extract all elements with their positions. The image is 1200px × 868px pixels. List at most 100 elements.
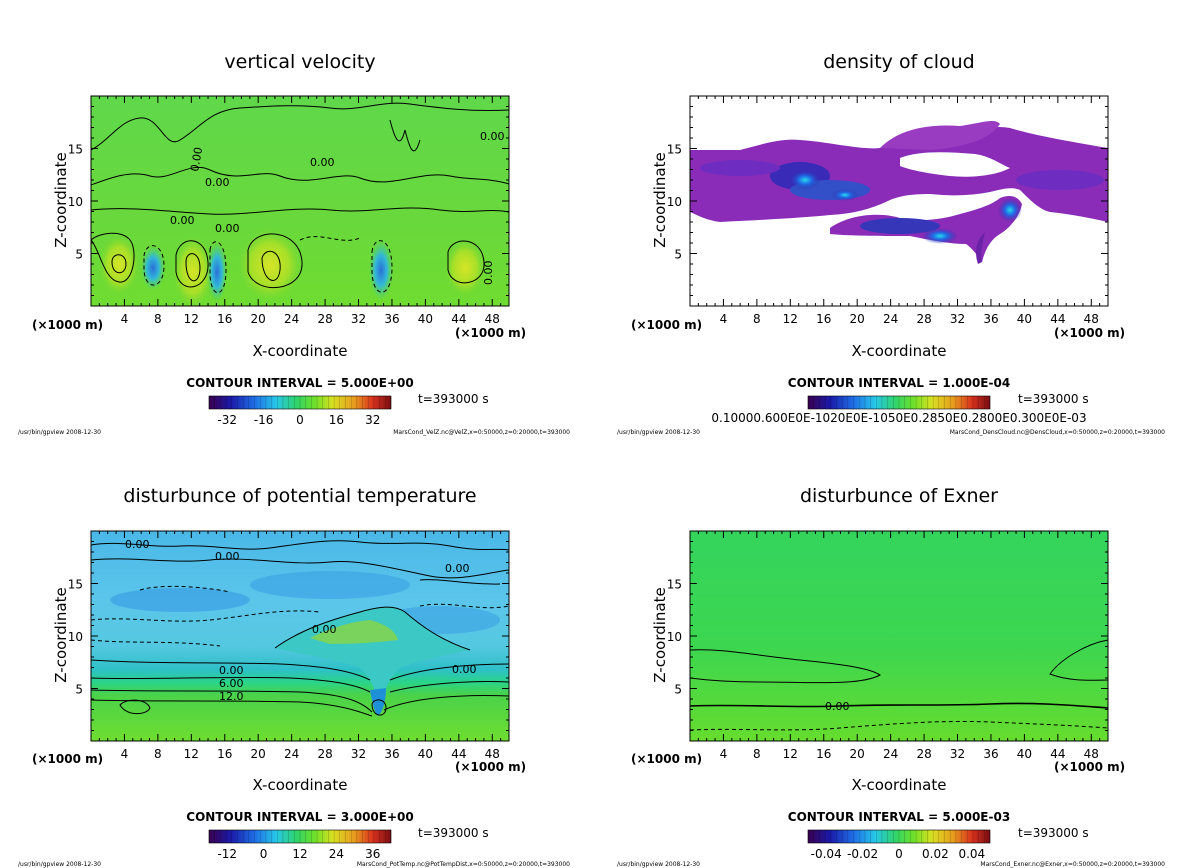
plot-area: 0.00 0.00 0.00 0.00 0.00 0.00 6.00 12.0	[91, 531, 509, 741]
chart-title: disturbunce of potential temperature	[123, 485, 476, 507]
colorbar-ticks: -32 -16 0 16 32	[214, 396, 386, 427]
colorbar-tick-label: -0.02	[847, 847, 878, 861]
y-tick-label: 5	[674, 683, 682, 697]
x-tick-label: 16	[217, 312, 232, 326]
x-tick-label: 32	[351, 312, 366, 326]
cloud-mid	[1016, 170, 1104, 190]
colorbar-tick-label: 36	[365, 847, 380, 861]
footer-right: MarsCond_VelZ.nc@VelZ,x=0:50000,z=0:2000…	[393, 429, 570, 436]
x-unit-left: (×1000 m)	[32, 752, 103, 766]
x-tick-label: 36	[983, 747, 998, 761]
plume-warm	[310, 620, 398, 644]
time-label: t=393000 s	[1018, 826, 1089, 840]
footer-right: MarsCond_PotTemp.nc@PotTempDist,x=0:5000…	[357, 861, 570, 868]
y-tick-label: 5	[75, 248, 83, 262]
updraft-cell	[445, 240, 485, 296]
contour-interval: CONTOUR INTERVAL = 5.000E-03	[788, 810, 1010, 824]
x-tick-label: 40	[418, 312, 433, 326]
x-unit-right: (×1000 m)	[1054, 760, 1125, 774]
y-tick-label: 15	[68, 143, 83, 157]
x-tick-label: 8	[753, 312, 761, 326]
y-tick-label: 15	[667, 143, 682, 157]
x-axis-label: X-coordinate	[852, 342, 947, 360]
cloud-layer-upper	[690, 126, 1108, 222]
time-label: t=393000 s	[418, 392, 489, 406]
x-tick-label: 44	[1050, 312, 1065, 326]
y-ticks: 5 10 15	[667, 541, 1108, 731]
x-tick-label: 24	[883, 312, 898, 326]
x-tick-label: 20	[850, 747, 865, 761]
contour-label: 0.00	[452, 663, 477, 676]
plot-area: 0.00	[690, 531, 1108, 741]
updraft-cell	[238, 229, 302, 301]
contour-label: 0.00	[170, 214, 195, 227]
panel-potential-temperature: 0.00 0.00 0.00 0.00 0.00 0.00 6.00 12.0 …	[18, 485, 570, 868]
colorbar-tick-label: 12	[292, 847, 307, 861]
cloud-core	[922, 228, 958, 244]
x-unit-left: (×1000 m)	[32, 318, 103, 332]
panel-vertical-velocity: 0.00 0.00 0.00 0.00 0.00 0.00 0.00 4 8 12 1…	[18, 51, 570, 436]
contour-label: 6.00	[219, 677, 244, 690]
x-tick-label: 48	[1084, 312, 1099, 326]
y-tick-label: 15	[68, 578, 83, 592]
x-tick-label: 28	[317, 747, 332, 761]
x-ticks: 4 8 12 16 20 24 28 32 36 40 44 48	[697, 96, 1101, 326]
x-tick-label: 40	[1017, 747, 1032, 761]
colorbar-tick-label: -32	[217, 413, 237, 427]
colorbar-tick-label: -0.04	[811, 847, 842, 861]
contour-lines	[690, 639, 1108, 709]
contour-label: 0.00	[480, 130, 505, 143]
x-tick-label: 32	[950, 747, 965, 761]
colorbar-tick-label: 0	[895, 847, 903, 861]
colorbar-ticks: -0.04 -0.02 0 0.02 0.04	[811, 830, 985, 861]
contour-label: 12.0	[219, 690, 244, 703]
footer-left: /usr/bin/gpview 2008-12-30	[617, 429, 700, 436]
x-tick-label: 20	[251, 312, 266, 326]
x-tick-label: 36	[983, 312, 998, 326]
x-tick-label: 36	[384, 747, 399, 761]
colorbar-ticks: 0.10000.600E0E-1020E0E-1050E0.2850E0.280…	[711, 396, 1087, 425]
x-unit-left: (×1000 m)	[631, 318, 702, 332]
contour-label: 0.00	[205, 176, 230, 189]
x-unit-right: (×1000 m)	[455, 326, 526, 340]
footer-right: MarsCond_Exner.nc@Exner,x=0:50000,z=0:20…	[980, 861, 1165, 868]
y-tick-label: 10	[68, 195, 83, 209]
x-tick-label: 40	[1017, 312, 1032, 326]
contour-label: 0.00	[215, 550, 240, 563]
contour-label: 0.00	[312, 623, 337, 636]
colorbar-tick-label: 24	[329, 847, 344, 861]
x-tick-label: 48	[485, 312, 500, 326]
y-tick-label: 5	[75, 683, 83, 697]
cold-band	[250, 571, 410, 599]
cloud-tail	[976, 232, 985, 264]
field-background	[690, 531, 1108, 741]
cloud-core	[789, 170, 821, 190]
negative-contours	[690, 720, 1108, 731]
x-tick-label: 16	[816, 747, 831, 761]
chart-title: disturbunce of Exner	[800, 485, 998, 507]
x-tick-label: 8	[154, 312, 162, 326]
x-ticks: 4 8 12 16 20 24 28 32 36 40 44 48	[98, 96, 502, 326]
x-ticks: 4 8 12 16 20 24 28 32 36 40 44 48	[98, 531, 502, 761]
x-tick-label: 12	[783, 312, 798, 326]
x-tick-label: 8	[154, 747, 162, 761]
time-label: t=393000 s	[1018, 392, 1089, 406]
colorbar-tick-label: 0.04	[958, 847, 985, 861]
colorbar-tick-label: -16	[254, 413, 274, 427]
time-label: t=393000 s	[418, 826, 489, 840]
x-tick-label: 48	[485, 747, 500, 761]
y-ticks: 5 10 15	[68, 541, 509, 731]
x-tick-label: 28	[916, 747, 931, 761]
y-axis-label: Z-coordinate	[651, 152, 669, 247]
x-tick-label: 48	[1084, 747, 1099, 761]
cloud-core	[998, 198, 1022, 222]
x-tick-label: 16	[217, 747, 232, 761]
x-tick-label: 4	[720, 747, 728, 761]
updraft-cell	[173, 236, 213, 306]
contour-label: 0.00	[215, 222, 240, 235]
contour-lines	[91, 102, 509, 289]
x-axis-label: X-coordinate	[852, 776, 947, 794]
colorbar-tick-label: -12	[217, 847, 237, 861]
x-axis-label: X-coordinate	[253, 776, 348, 794]
contour-label: 0.00	[825, 700, 850, 713]
